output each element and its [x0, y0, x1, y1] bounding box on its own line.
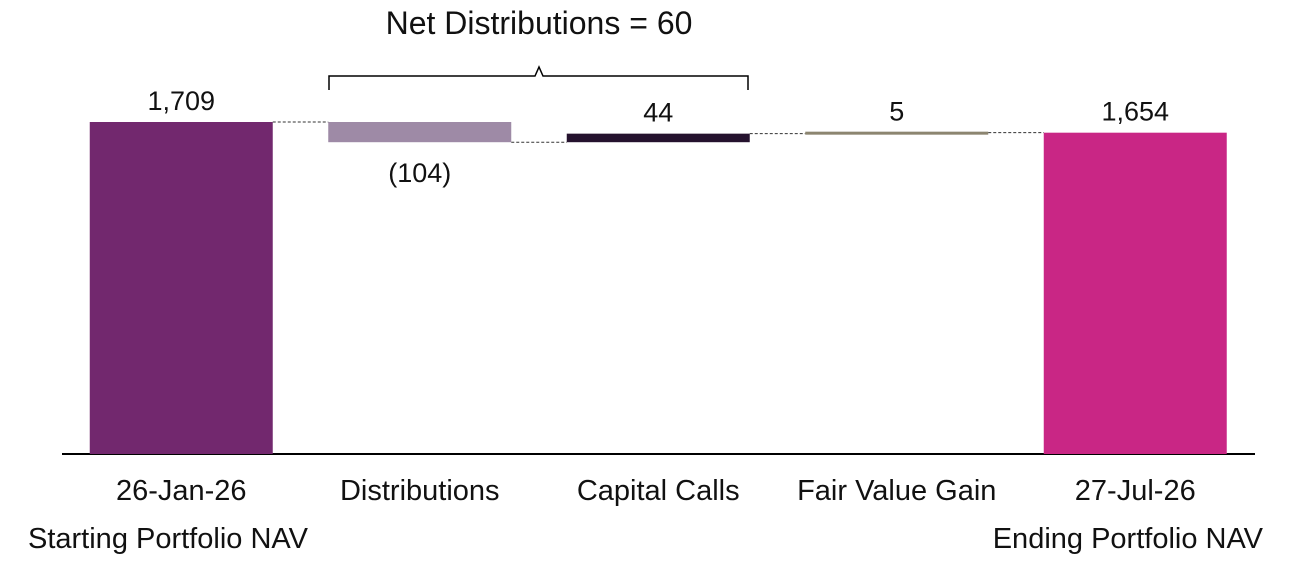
category-label-starting-portfolio-nav: 26-Jan-26: [116, 475, 247, 507]
net-distributions-annotation: Net Distributions = 60: [386, 5, 693, 41]
net-distributions-brace: [328, 65, 749, 90]
value-label-distributions: (104): [388, 158, 451, 188]
bar-fair-value-gain: [805, 131, 989, 135]
value-label-ending-portfolio-nav: 1,654: [1101, 97, 1169, 127]
category-sublabel-ending-portfolio-nav: Ending Portfolio NAV: [993, 523, 1264, 555]
category-label-ending-portfolio-nav: 27-Jul-26: [1075, 475, 1196, 507]
bar-distributions: [328, 122, 512, 143]
value-label-fair-value-gain: 5: [889, 97, 904, 127]
category-label-fair-value-gain: Fair Value Gain: [797, 475, 996, 507]
value-label-capital-calls: 44: [643, 98, 673, 128]
bar-ending-portfolio-nav: [1043, 132, 1227, 454]
bar-starting-portfolio-nav: [89, 122, 273, 454]
value-label-starting-portfolio-nav: 1,709: [147, 86, 215, 116]
category-label-capital-calls: Capital Calls: [577, 475, 740, 507]
category-sublabel-starting-portfolio-nav: Starting Portfolio NAV: [28, 523, 309, 555]
category-label-distributions: Distributions: [340, 475, 500, 507]
bar-capital-calls: [566, 133, 750, 143]
